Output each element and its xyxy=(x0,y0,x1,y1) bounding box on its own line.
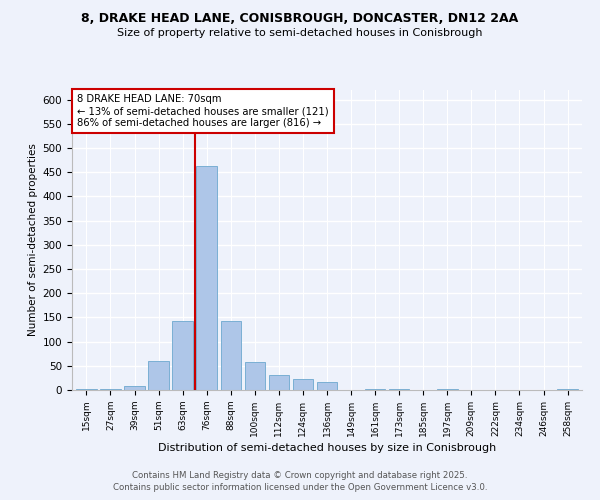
Y-axis label: Number of semi-detached properties: Number of semi-detached properties xyxy=(28,144,38,336)
Text: Size of property relative to semi-detached houses in Conisbrough: Size of property relative to semi-detach… xyxy=(117,28,483,38)
Bar xyxy=(245,362,265,390)
Bar xyxy=(269,376,289,390)
Bar xyxy=(172,322,193,390)
Bar xyxy=(317,382,337,390)
Bar xyxy=(148,361,169,390)
Bar xyxy=(389,389,409,390)
Bar xyxy=(196,166,217,390)
Bar xyxy=(365,389,385,390)
Text: 8 DRAKE HEAD LANE: 70sqm
← 13% of semi-detached houses are smaller (121)
86% of : 8 DRAKE HEAD LANE: 70sqm ← 13% of semi-d… xyxy=(77,94,329,128)
Bar xyxy=(100,388,121,390)
X-axis label: Distribution of semi-detached houses by size in Conisbrough: Distribution of semi-detached houses by … xyxy=(158,443,496,453)
Bar xyxy=(124,386,145,390)
Bar xyxy=(76,389,97,390)
Bar xyxy=(557,389,578,390)
Bar xyxy=(437,389,458,390)
Text: Contains HM Land Registry data © Crown copyright and database right 2025.
Contai: Contains HM Land Registry data © Crown c… xyxy=(113,471,487,492)
Text: 8, DRAKE HEAD LANE, CONISBROUGH, DONCASTER, DN12 2AA: 8, DRAKE HEAD LANE, CONISBROUGH, DONCAST… xyxy=(82,12,518,26)
Bar xyxy=(293,380,313,390)
Bar xyxy=(221,322,241,390)
